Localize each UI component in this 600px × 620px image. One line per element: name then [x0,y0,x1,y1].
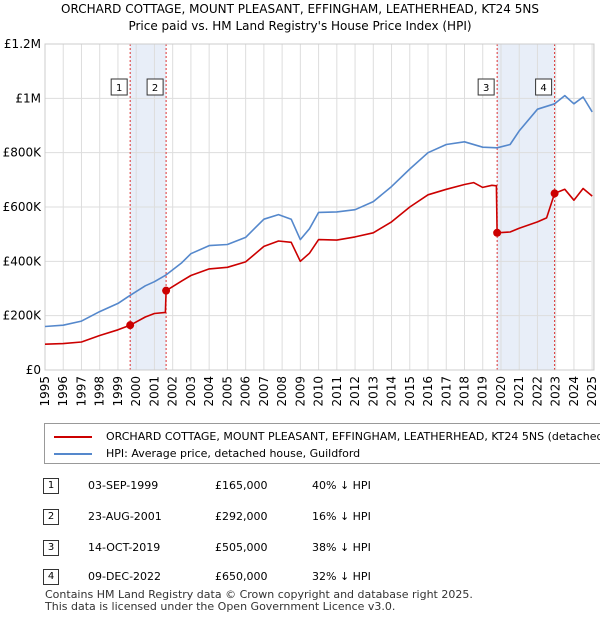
sale-number-badge: 2 [43,509,59,525]
sale-point [493,228,502,237]
sale-hpi-diff: 38% ↓ HPI [312,541,371,554]
sale-date: 23-AUG-2001 [88,510,162,523]
x-tick-label: 2020 [494,376,508,407]
y-tick-label: £1M [15,91,41,105]
legend-line-hpi [54,453,92,455]
sale-number-badge: 3 [43,540,59,556]
sale-number-label: 1 [116,83,122,94]
property-series-line [44,181,593,345]
chart-legend: ORCHARD COTTAGE, MOUNT PLEASANT, EFFINGH… [44,423,600,464]
legend-label-property: ORCHARD COTTAGE, MOUNT PLEASANT, EFFINGH… [106,430,600,443]
x-tick-label: 2002 [166,376,180,407]
sale-number-label: 4 [540,83,546,94]
sale-point [550,189,559,198]
x-tick-label: 2009 [293,376,307,407]
sale-number-label: 2 [152,83,158,94]
x-tick-label: 2000 [129,376,143,407]
sale-point [162,286,171,295]
x-tick-label: 2013 [366,376,380,407]
x-tick-label: 2016 [421,376,435,407]
legend-line-property [54,436,92,438]
sale-price: £292,000 [215,510,268,523]
x-tick-label: 2005 [220,376,234,407]
sale-date: 09-DEC-2022 [88,570,162,583]
x-tick-label: 2021 [512,376,526,407]
sale-price: £650,000 [215,570,268,583]
x-tick-label: 2007 [257,376,271,407]
x-tick-label: 2014 [385,376,399,407]
x-tick-label: 2025 [585,376,599,407]
x-tick-label: 2019 [476,376,490,407]
table-row: 4 09-DEC-2022 £650,000 32% ↓ HPI [0,569,600,589]
legend-label-hpi: HPI: Average price, detached house, Guil… [106,447,361,460]
sale-number-box [477,78,495,96]
x-tick-label: 2006 [239,376,253,407]
chart-title-line2: Price paid vs. HM Land Registry's House … [128,19,472,33]
sale-hpi-diff: 16% ↓ HPI [312,510,371,523]
x-tick-label: 2022 [530,376,544,407]
chart-title-line1: ORCHARD COTTAGE, MOUNT PLEASANT, EFFINGH… [61,2,539,16]
x-tick-label: 2015 [403,376,417,407]
sale-number-box [110,78,128,96]
table-row: 3 14-OCT-2019 £505,000 38% ↓ HPI [0,540,600,560]
x-tick-label: 1995 [38,376,52,407]
x-tick-label: 1997 [74,376,88,407]
sale-hpi-diff: 40% ↓ HPI [312,479,371,492]
y-tick-label: £600K [3,200,43,214]
legend-item-hpi: HPI: Average price, detached house, Guil… [54,447,360,463]
y-tick-label: £400K [3,254,43,268]
x-tick-label: 2012 [348,376,362,407]
hpi-series-line [44,94,593,328]
footer-attribution: Contains HM Land Registry data © Crown c… [45,589,473,613]
sale-number-box [146,78,164,96]
y-tick-label: £200K [3,309,43,323]
sale-number-badge: 1 [43,478,59,494]
sale-number-label: 3 [483,83,489,94]
x-tick-label: 2004 [202,376,216,407]
table-row: 2 23-AUG-2001 £292,000 16% ↓ HPI [0,509,600,529]
x-tick-label: 2011 [330,376,344,407]
y-tick-label: £1.2M [4,37,41,51]
footer-copyright: Contains HM Land Registry data © Crown c… [45,588,473,601]
sale-number-badge: 4 [43,569,59,585]
x-tick-label: 1999 [111,376,125,407]
x-tick-label: 2024 [567,376,581,407]
plot-frame [44,43,595,371]
y-tick-label: £800K [3,146,43,160]
sale-number-box [535,78,553,96]
x-tick-label: 2008 [275,376,289,407]
y-tick-label: £0 [26,363,41,377]
x-tick-label: 1998 [93,376,107,407]
sale-date: 14-OCT-2019 [88,541,161,554]
x-tick-label: 2001 [147,376,161,407]
x-tick-label: 2017 [439,376,453,407]
sale-point [126,321,135,330]
x-tick-label: 2003 [184,376,198,407]
future-region [591,44,594,370]
sale-price: £505,000 [215,541,268,554]
x-tick-label: 2023 [549,376,563,407]
x-tick-label: 2018 [458,376,472,407]
price-chart: £0 £200K £400K £600K £800K £1M £1.2M 1995 1996 19… [3,37,600,407]
x-tick-label: 1996 [56,376,70,407]
sale-price: £165,000 [215,479,268,492]
sale-date: 03-SEP-1999 [88,479,159,492]
sale-hpi-diff: 32% ↓ HPI [312,570,371,583]
footer-licence: This data is licensed under the Open Gov… [45,600,396,613]
legend-item-property: ORCHARD COTTAGE, MOUNT PLEASANT, EFFINGH… [54,430,600,446]
table-row: 1 03-SEP-1999 £165,000 40% ↓ HPI [0,478,600,498]
x-tick-label: 2010 [312,376,326,407]
